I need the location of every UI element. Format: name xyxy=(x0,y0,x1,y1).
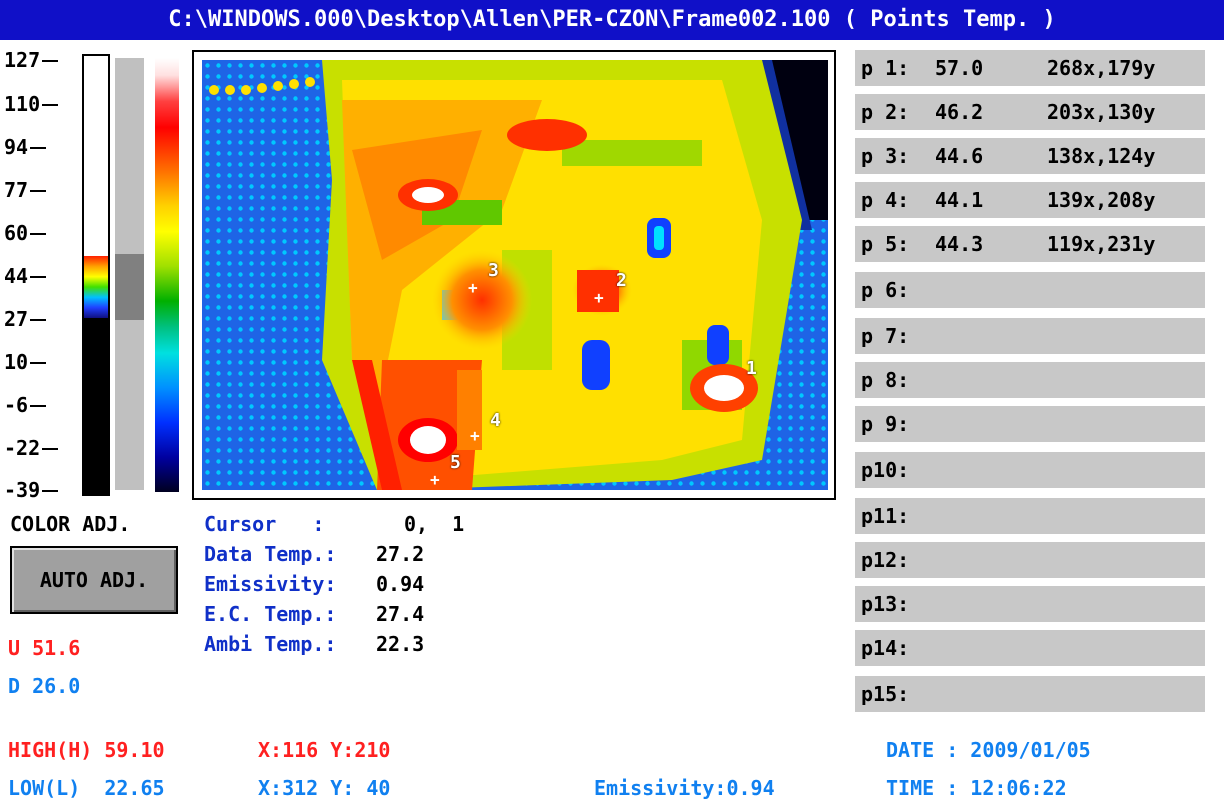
ec-temp-label: E.C. Temp.: xyxy=(204,602,337,626)
scale-tick-line xyxy=(30,147,46,149)
window-title: C:\WINDOWS.000\Desktop\Allen\PER-CZON\Fr… xyxy=(0,0,1224,40)
ambi-temp-value: 22.3 xyxy=(376,632,425,656)
high-temp: HIGH(H) 59.10 xyxy=(8,738,165,762)
point-marker-cross: + xyxy=(468,278,478,297)
cursor-label: Cursor : xyxy=(204,512,325,536)
point-row[interactable]: p 6: xyxy=(855,272,1205,308)
time-display: TIME : 12:06:22 xyxy=(886,776,1067,800)
scale-tick: -6 xyxy=(4,393,29,417)
scale-tick: 127 xyxy=(4,48,41,72)
point-marker-3[interactable]: 3 xyxy=(488,260,499,281)
point-row[interactable]: p10: xyxy=(855,452,1205,488)
point-row[interactable]: p 3: 44.6 138x,124y xyxy=(855,138,1205,174)
color-palette-bar xyxy=(155,58,179,492)
scale-tick-line xyxy=(30,405,46,407)
scale-tick: -39 xyxy=(4,478,41,502)
point-row[interactable]: p 8: xyxy=(855,362,1205,398)
emissivity-label: Emissivity: xyxy=(204,572,337,596)
ec-temp-value: 27.4 xyxy=(376,602,425,626)
scale-tick-line xyxy=(30,276,46,278)
low-temp: LOW(L) 22.65 xyxy=(8,776,165,800)
range-slider[interactable] xyxy=(115,58,144,490)
data-temp-value: 27.2 xyxy=(376,542,425,566)
emissivity-value: 0.94 xyxy=(376,572,425,596)
point-row[interactable]: p13: xyxy=(855,586,1205,622)
point-row[interactable]: p 4: 44.1 139x,208y xyxy=(855,182,1205,218)
point-marker-1[interactable]: 1 xyxy=(746,358,757,379)
scale-tick: 110 xyxy=(4,92,41,116)
point-marker-cross: + xyxy=(470,426,480,445)
scale-tick-line xyxy=(42,104,58,106)
scale-tick: -22 xyxy=(4,436,41,460)
point-marker-cross: + xyxy=(594,288,604,307)
date-display: DATE : 2009/01/05 xyxy=(886,738,1091,762)
point-row[interactable]: p15: xyxy=(855,676,1205,712)
scale-tick-line xyxy=(30,233,46,235)
scale-tick: 94 xyxy=(4,135,29,159)
footer-emissivity: Emissivity:0.94 xyxy=(594,776,775,800)
scale-tick-line xyxy=(30,190,46,192)
upper-level-value: U 51.6 xyxy=(8,636,81,660)
auto-adj-button[interactable]: AUTO ADJ. xyxy=(10,546,178,614)
scale-tick-line xyxy=(30,362,46,364)
data-temp-label: Data Temp.: xyxy=(204,542,337,566)
scale-tick-line xyxy=(42,448,58,450)
point-row[interactable]: p 7: xyxy=(855,318,1205,354)
point-row[interactable]: p 5: 44.3 119x,231y xyxy=(855,226,1205,262)
color-adj-label: COLOR ADJ. xyxy=(10,512,131,536)
point-marker-5[interactable]: 5 xyxy=(450,452,461,473)
slider-thumb[interactable] xyxy=(115,254,144,320)
point-marker-4[interactable]: 4 xyxy=(490,410,501,431)
scale-tick: 77 xyxy=(4,178,29,202)
high-temp-position: X:116 Y:210 xyxy=(258,738,391,762)
point-marker-2[interactable]: 2 xyxy=(616,270,627,291)
point-row[interactable]: p14: xyxy=(855,630,1205,666)
point-marker-cross: + xyxy=(726,376,736,395)
point-marker-cross: + xyxy=(430,470,440,489)
scale-tick: 44 xyxy=(4,264,29,288)
ambi-temp-label: Ambi Temp.: xyxy=(204,632,337,656)
point-row[interactable]: p 9: xyxy=(855,406,1205,442)
scale-tick-line xyxy=(42,60,58,62)
auto-adj-label: AUTO ADJ. xyxy=(39,568,149,592)
point-row[interactable]: p 1: 57.0 268x,179y xyxy=(855,50,1205,86)
cursor-value: 0, 1 xyxy=(404,512,465,536)
scale-tick: 60 xyxy=(4,221,29,245)
readout-panel: Cursor : 0, 1 Data Temp.: 27.2 Emissivit… xyxy=(204,512,564,662)
scale-tick: 27 xyxy=(4,307,29,331)
low-temp-position: X:312 Y: 40 xyxy=(258,776,391,800)
scale-tick-line xyxy=(30,319,46,321)
lower-level-value: D 26.0 xyxy=(8,674,81,698)
point-row[interactable]: p12: xyxy=(855,542,1205,578)
thermal-image-frame: + 1 + 2 + 3 + 4 + 5 xyxy=(192,50,836,500)
point-row[interactable]: p11: xyxy=(855,498,1205,534)
scale-tick: 10 xyxy=(4,350,29,374)
thermal-image[interactable] xyxy=(202,60,828,490)
level-bar[interactable] xyxy=(82,54,110,496)
point-row[interactable]: p 2: 46.2 203x,130y xyxy=(855,94,1205,130)
scale-tick-line xyxy=(42,490,58,492)
